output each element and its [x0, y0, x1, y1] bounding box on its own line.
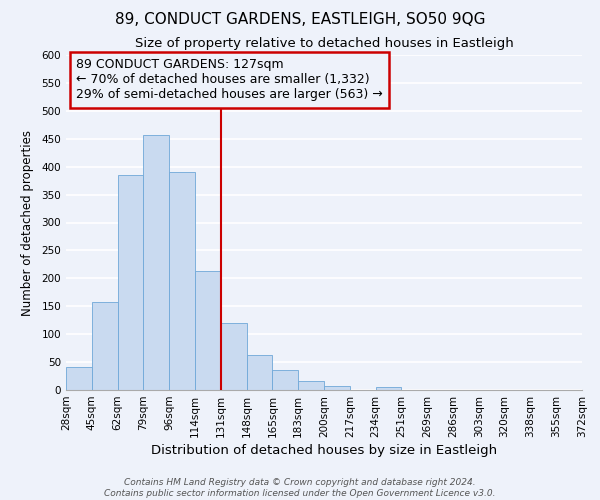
- Bar: [169, 172, 195, 390]
- Bar: [92, 302, 118, 390]
- Bar: [324, 386, 350, 390]
- Text: 89 CONDUCT GARDENS: 127sqm
← 70% of detached houses are smaller (1,332)
29% of s: 89 CONDUCT GARDENS: 127sqm ← 70% of deta…: [76, 58, 383, 102]
- Bar: [118, 175, 143, 390]
- Bar: [66, 366, 92, 390]
- Bar: [298, 380, 324, 390]
- Text: Contains HM Land Registry data © Crown copyright and database right 2024.
Contai: Contains HM Land Registry data © Crown c…: [104, 478, 496, 498]
- Text: 89, CONDUCT GARDENS, EASTLEIGH, SO50 9QG: 89, CONDUCT GARDENS, EASTLEIGH, SO50 9QG: [115, 12, 485, 28]
- Bar: [143, 135, 169, 390]
- Bar: [376, 387, 401, 390]
- Bar: [272, 370, 298, 390]
- Title: Size of property relative to detached houses in Eastleigh: Size of property relative to detached ho…: [134, 36, 514, 50]
- Bar: [221, 323, 247, 390]
- X-axis label: Distribution of detached houses by size in Eastleigh: Distribution of detached houses by size …: [151, 444, 497, 457]
- Y-axis label: Number of detached properties: Number of detached properties: [22, 130, 34, 316]
- Bar: [247, 356, 272, 390]
- Bar: [195, 271, 221, 390]
